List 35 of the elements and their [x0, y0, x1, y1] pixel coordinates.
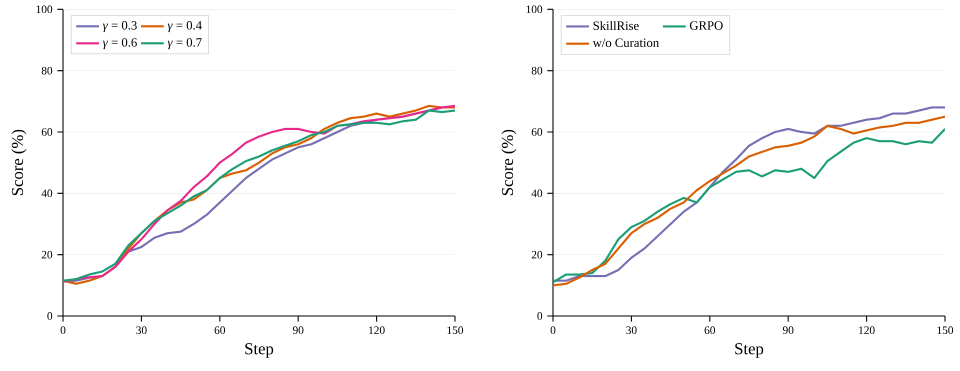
x-tick-label: 60 [704, 326, 716, 334]
legend-label: γ = 0.7 [168, 38, 202, 50]
legend-label: SkillRise [594, 21, 639, 30]
x-tick-label: 120 [859, 326, 875, 334]
legend-label: γ = 0.4 [168, 21, 202, 32]
y-tick-label: 0 [47, 312, 52, 320]
x-tick-label: 0 [60, 326, 66, 334]
legend-label: GRPO [690, 21, 723, 30]
x-tick-label: 30 [136, 326, 147, 334]
y-tick-label: 20 [532, 250, 542, 258]
y-tick-label: 60 [532, 128, 542, 136]
x-tick-label: 30 [626, 326, 637, 334]
y-tick-label: 40 [42, 190, 52, 198]
x-tick-label: 0 [550, 326, 556, 334]
legend-label: γ = 0.3 [102, 21, 137, 32]
y-tick-label: 40 [532, 190, 542, 198]
x-axis-title: Step [245, 343, 274, 358]
x-tick-label: 60 [214, 326, 226, 334]
x-tick-label: 150 [448, 326, 464, 334]
x-tick-label: 90 [782, 326, 794, 334]
y-axis-title: Score (%) [501, 130, 516, 196]
y-tick-label: 0 [537, 312, 542, 320]
y-tick-label: 60 [42, 128, 52, 136]
legend-label: γ = 0.6 [102, 38, 137, 50]
y-tick-label: 80 [42, 66, 52, 74]
x-tick-label: 120 [369, 326, 385, 334]
y-tick-label: 100 [526, 6, 542, 14]
x-tick-label: 150 [937, 326, 954, 334]
y-tick-label: 80 [532, 66, 542, 74]
y-axis-title: Score (%) [11, 130, 26, 196]
x-axis-title: Step [735, 343, 764, 358]
legend-label: w/o Curation [592, 38, 659, 48]
y-tick-label: 20 [42, 250, 52, 258]
x-tick-label: 90 [292, 326, 304, 334]
y-tick-label: 100 [36, 6, 52, 14]
